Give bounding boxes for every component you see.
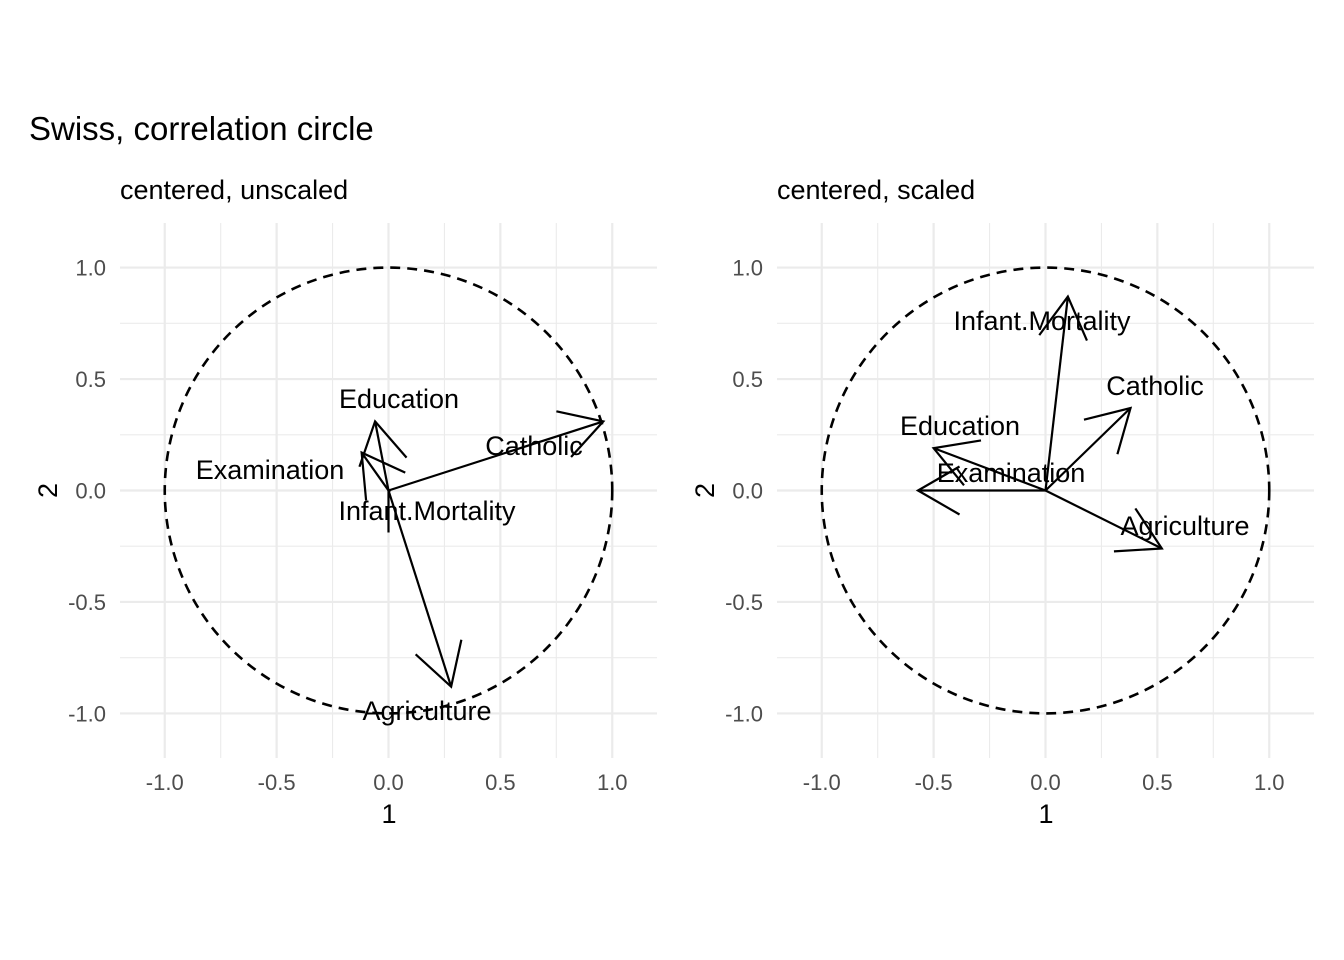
y-axis-title: 2 <box>33 483 63 498</box>
panel-2: centered, scaled -1.0 -1.0 -0.5 -0.5 0.0 0.0 0.… <box>690 175 1314 829</box>
arrow-head <box>358 419 408 468</box>
y-tick-label: -0.5 <box>68 590 106 615</box>
x-axis-title: 1 <box>1038 799 1053 829</box>
correlation-circle <box>163 266 614 715</box>
x-tick-label: 0.5 <box>1142 770 1173 795</box>
x-tick-label: 0.5 <box>485 770 516 795</box>
y-tick-label: 0.0 <box>75 479 106 504</box>
arrow-head <box>414 639 463 689</box>
gridlines <box>120 223 657 758</box>
vector-label: Catholic <box>485 431 583 461</box>
panel-subtitle: centered, scaled <box>777 175 975 205</box>
x-tick-label: -0.5 <box>258 770 296 795</box>
figure-title: Swiss, correlation circle <box>29 110 374 147</box>
arrow-catholic <box>388 410 606 492</box>
arrow-education <box>931 439 1046 492</box>
arrow-shaft <box>1044 296 1069 491</box>
vector-label: Agriculture <box>362 696 491 726</box>
arrow-infant-mortality <box>387 489 391 533</box>
arrow-head <box>915 465 961 516</box>
arrow-shaft <box>373 421 390 491</box>
y-axis-title: 2 <box>690 483 720 498</box>
arrow-examination <box>360 450 406 501</box>
arrow-shaft <box>1045 489 1163 550</box>
vector-label: Infant.Mortality <box>953 306 1131 336</box>
panel-1: centered, unscaled -1.0 -1.0 -0.5 -0.5 0.0 0.0… <box>33 175 657 829</box>
arrow-shaft <box>933 447 1046 492</box>
vector-label: Education <box>900 411 1020 441</box>
panels: centered, unscaled -1.0 -1.0 -0.5 -0.5 0.0 0.0… <box>33 175 1314 829</box>
y-tick-label: -1.0 <box>68 701 106 726</box>
y-tick-label: 0.5 <box>732 367 763 392</box>
vector-label: Examination <box>196 455 345 485</box>
arrow-agriculture <box>1045 489 1164 553</box>
x-tick-label: -0.5 <box>915 770 953 795</box>
arrow-examination <box>915 465 1046 516</box>
panel-subtitle: centered, unscaled <box>120 175 348 205</box>
x-tick-label: -1.0 <box>146 770 184 795</box>
y-tick-label: -1.0 <box>725 701 763 726</box>
arrow-head <box>360 450 406 501</box>
x-tick-label: 1.0 <box>1254 770 1285 795</box>
arrow-head <box>931 439 982 487</box>
y-tick-label: 0.5 <box>75 367 106 392</box>
y-tick-label: -0.5 <box>725 590 763 615</box>
gridlines <box>777 223 1314 758</box>
y-tick-label: 1.0 <box>75 256 106 281</box>
arrow-education <box>358 419 408 491</box>
x-tick-label: 0.0 <box>373 770 404 795</box>
arrow-shaft <box>387 490 453 688</box>
arrow-infant-mortality <box>1038 294 1088 491</box>
arrow-head <box>1113 507 1164 553</box>
arrow-shaft <box>360 451 390 492</box>
x-tick-label: 0.0 <box>1030 770 1061 795</box>
arrow-agriculture <box>387 490 463 689</box>
vector-label: Infant.Mortality <box>338 496 516 526</box>
arrow-head <box>1083 406 1133 455</box>
vector-label: Agriculture <box>1120 511 1249 541</box>
x-tick-label: 1.0 <box>597 770 628 795</box>
arrow-head <box>556 410 606 458</box>
x-tick-label: -1.0 <box>803 770 841 795</box>
vector-label: Catholic <box>1106 371 1204 401</box>
arrow-shaft <box>1044 407 1132 492</box>
y-tick-label: 1.0 <box>732 256 763 281</box>
arrow-shaft <box>388 420 604 492</box>
y-tick-label: 0.0 <box>732 479 763 504</box>
correlation-circle <box>820 266 1271 715</box>
arrow-head <box>1038 294 1088 342</box>
vector-label: Education <box>339 384 459 414</box>
x-axis-title: 1 <box>381 799 396 829</box>
arrow-catholic <box>1044 406 1133 492</box>
